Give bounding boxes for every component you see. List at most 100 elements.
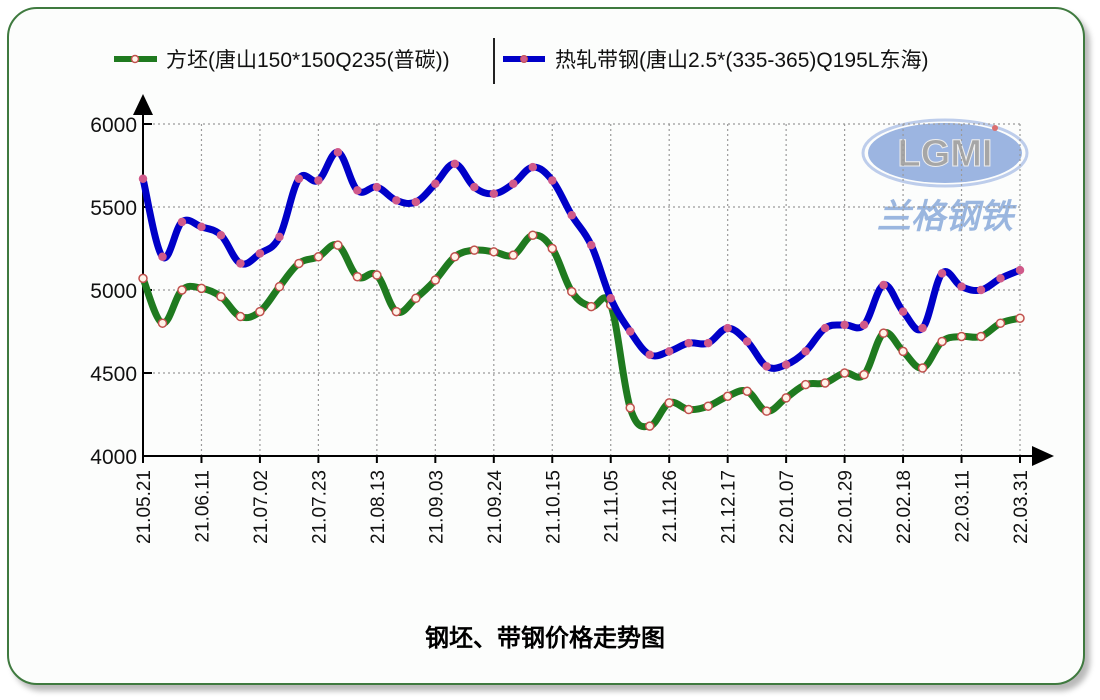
- data-point[interactable]: [138, 273, 148, 284]
- data-point[interactable]: [430, 275, 441, 285]
- data-point[interactable]: [528, 230, 538, 240]
- data-point[interactable]: [956, 331, 967, 342]
- data-point[interactable]: [742, 337, 752, 346]
- data-point[interactable]: [255, 306, 265, 317]
- data-point[interactable]: [761, 406, 772, 416]
- data-point[interactable]: [547, 243, 558, 254]
- data-point[interactable]: [898, 346, 908, 357]
- data-point[interactable]: [644, 421, 655, 431]
- data-point[interactable]: [508, 250, 519, 260]
- data-point[interactable]: [918, 323, 927, 333]
- data-point[interactable]: [567, 211, 577, 220]
- data-point[interactable]: [722, 391, 733, 401]
- data-point[interactable]: [235, 311, 246, 322]
- data-point[interactable]: [879, 280, 888, 290]
- data-point[interactable]: [196, 283, 207, 294]
- data-point[interactable]: [548, 176, 557, 185]
- data-point[interactable]: [723, 323, 732, 333]
- data-point[interactable]: [216, 230, 226, 240]
- y-tick-label: 5500: [90, 197, 137, 220]
- x-tick-label: 21.12.17: [719, 470, 740, 544]
- data-point[interactable]: [489, 247, 499, 257]
- data-point[interactable]: [976, 285, 986, 295]
- data-point[interactable]: [255, 249, 265, 258]
- data-point[interactable]: [586, 240, 596, 250]
- data-point[interactable]: [664, 347, 674, 356]
- data-point[interactable]: [625, 403, 635, 413]
- data-point[interactable]: [1015, 313, 1025, 323]
- data-point[interactable]: [197, 222, 206, 232]
- data-point[interactable]: [625, 327, 635, 336]
- data-point[interactable]: [957, 282, 966, 291]
- data-point[interactable]: [372, 182, 382, 192]
- x-tick-label: 21.09.24: [485, 470, 506, 544]
- data-point[interactable]: [898, 307, 908, 316]
- data-point[interactable]: [469, 245, 480, 255]
- data-point[interactable]: [645, 350, 654, 359]
- data-point[interactable]: [586, 301, 596, 312]
- data-point[interactable]: [937, 336, 947, 347]
- data-point[interactable]: [138, 174, 148, 184]
- data-point[interactable]: [294, 258, 304, 269]
- data-point[interactable]: [781, 360, 791, 369]
- data-point[interactable]: [313, 252, 324, 262]
- data-point[interactable]: [840, 320, 849, 330]
- data-point[interactable]: [333, 147, 343, 157]
- data-point[interactable]: [314, 176, 323, 185]
- data-point[interactable]: [236, 259, 245, 268]
- data-point[interactable]: [391, 306, 402, 317]
- data-point[interactable]: [392, 196, 401, 205]
- data-point[interactable]: [275, 232, 284, 242]
- data-point[interactable]: [333, 240, 343, 250]
- data-point[interactable]: [1015, 265, 1025, 275]
- data-point[interactable]: [177, 217, 187, 227]
- data-point[interactable]: [859, 320, 869, 330]
- data-point[interactable]: [157, 318, 168, 328]
- data-point[interactable]: [431, 179, 440, 189]
- data-point[interactable]: [839, 368, 850, 378]
- data-point[interactable]: [411, 293, 421, 304]
- data-point[interactable]: [996, 274, 1005, 283]
- series-layer: [138, 147, 1025, 431]
- legend-item-billet[interactable]: 方坯(唐山150*150Q235(普碳)): [114, 49, 450, 72]
- data-point[interactable]: [352, 271, 363, 282]
- data-point[interactable]: [372, 270, 382, 280]
- data-point[interactable]: [664, 398, 674, 408]
- x-tick-label: 22.02.18: [894, 470, 915, 544]
- data-point[interactable]: [489, 189, 499, 198]
- data-point[interactable]: [703, 401, 713, 411]
- data-point[interactable]: [274, 281, 285, 292]
- data-point[interactable]: [703, 338, 713, 348]
- data-point[interactable]: [878, 328, 889, 338]
- legend-label-strip: 热轧带钢(唐山2.5*(335-365)Q195L东海): [555, 49, 928, 72]
- data-point[interactable]: [820, 323, 830, 333]
- data-point[interactable]: [470, 182, 479, 192]
- data-point[interactable]: [216, 291, 226, 302]
- data-point[interactable]: [801, 347, 810, 356]
- data-point[interactable]: [606, 294, 615, 303]
- data-point[interactable]: [976, 331, 986, 342]
- data-point[interactable]: [528, 162, 538, 172]
- data-point[interactable]: [353, 186, 362, 195]
- data-point[interactable]: [450, 252, 460, 262]
- data-point[interactable]: [762, 362, 771, 371]
- data-point[interactable]: [158, 252, 167, 262]
- data-point[interactable]: [450, 159, 460, 169]
- data-point[interactable]: [177, 285, 187, 295]
- y-tick-label: 4500: [90, 363, 137, 386]
- data-point[interactable]: [820, 378, 830, 388]
- data-point[interactable]: [917, 363, 928, 373]
- data-point[interactable]: [937, 269, 947, 278]
- data-point[interactable]: [683, 404, 694, 415]
- data-point[interactable]: [781, 393, 791, 403]
- data-point[interactable]: [859, 369, 869, 380]
- legend-item-strip[interactable]: 热轧带钢(唐山2.5*(335-365)Q195L东海): [503, 49, 928, 72]
- data-point[interactable]: [411, 197, 421, 207]
- data-point[interactable]: [294, 174, 304, 184]
- data-point[interactable]: [742, 386, 752, 397]
- data-point[interactable]: [509, 179, 518, 189]
- data-point[interactable]: [567, 286, 577, 297]
- data-point[interactable]: [995, 318, 1006, 328]
- data-point[interactable]: [684, 338, 693, 348]
- data-point[interactable]: [800, 379, 811, 390]
